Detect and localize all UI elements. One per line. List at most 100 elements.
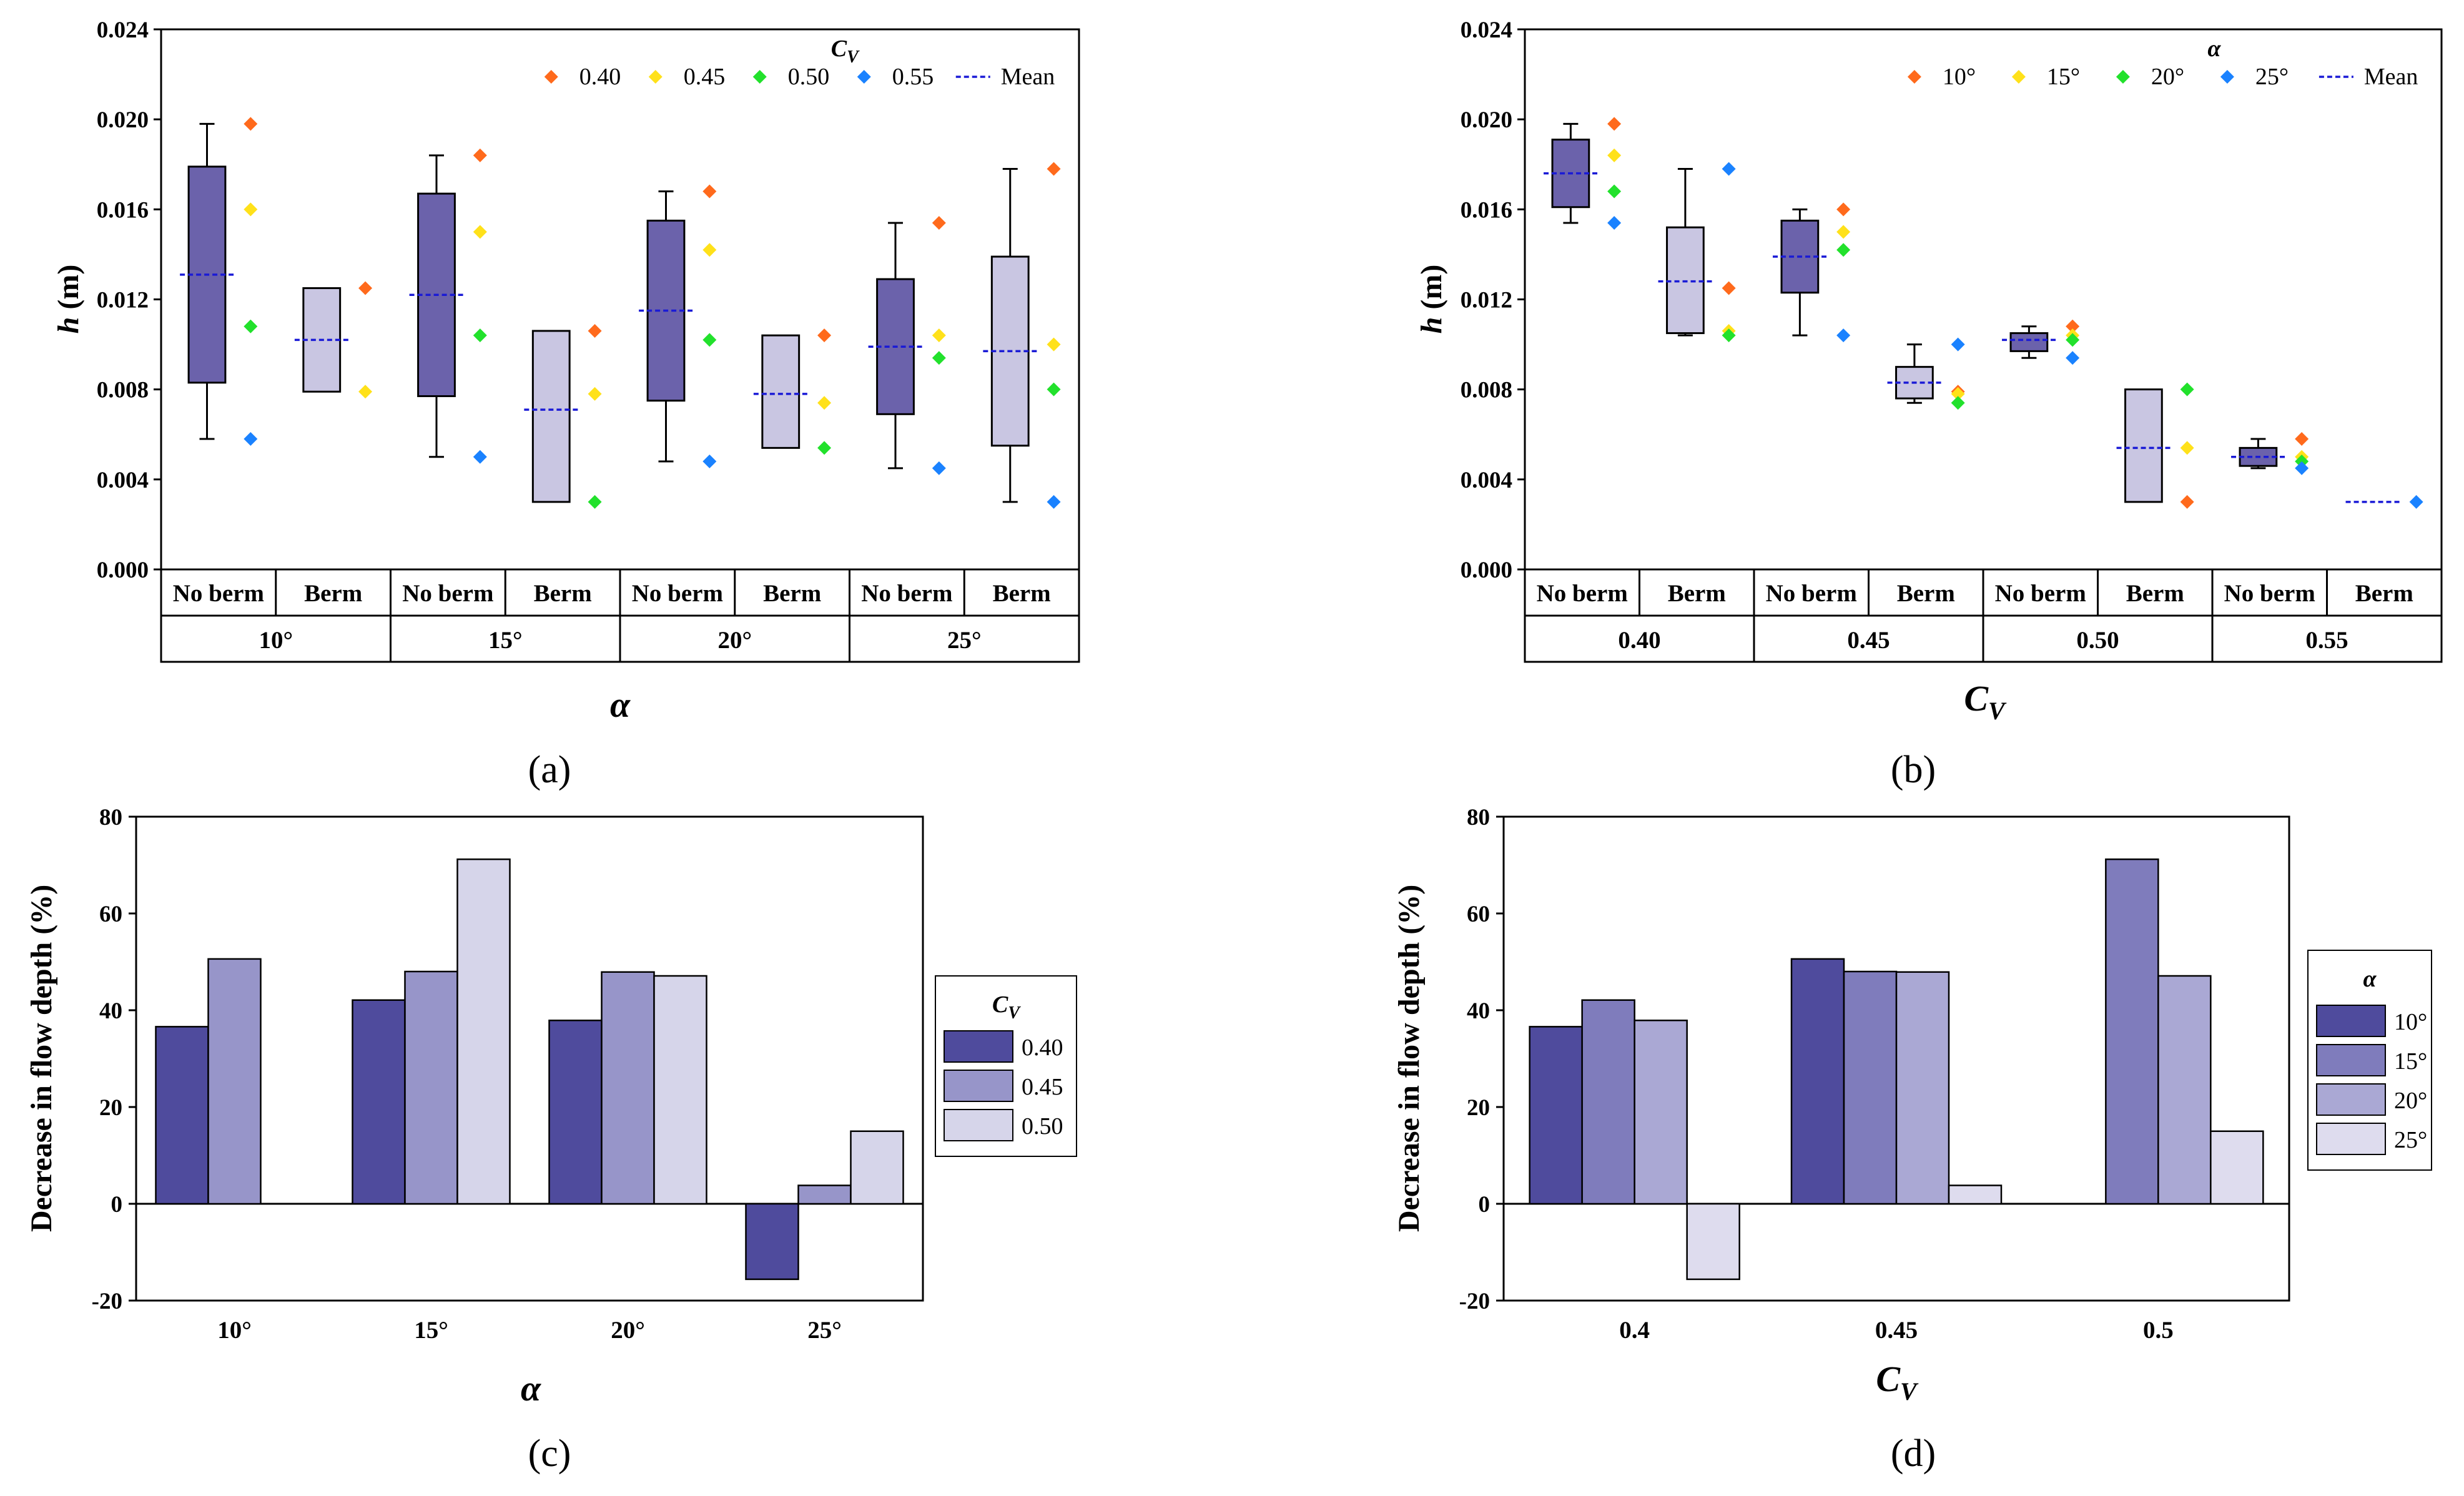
legend-title: CV (831, 36, 860, 67)
legend-label: 0.55 (892, 64, 934, 90)
subcategory-label: No berm (1766, 580, 1857, 607)
legend-label: 15° (2047, 64, 2080, 90)
legend-marker (2220, 70, 2234, 84)
x-tick-label: 15° (414, 1317, 448, 1344)
legend-marker (648, 70, 663, 84)
panel-b: 0.000 0.004 0.008 0.012 0.016 0.020 0.024 No b… (1415, 17, 2443, 791)
bar (548, 1020, 603, 1205)
y-tick-label: 0.016 (1461, 197, 1512, 223)
data-point (2066, 333, 2080, 347)
data-point (358, 385, 373, 399)
bar (1948, 1184, 2003, 1205)
legend-label: 10° (2394, 1009, 2427, 1035)
y-tick-label: -20 (1459, 1289, 1490, 1314)
group-label: 20° (717, 627, 752, 654)
y-tick-label: 0.024 (1461, 17, 1512, 43)
subcategory-label: Berm (534, 580, 592, 607)
data-point (702, 333, 717, 347)
bar (2210, 1130, 2264, 1205)
legend-label: 0.45 (684, 64, 726, 90)
y-tick-label: 40 (1467, 998, 1490, 1024)
data-point (2295, 461, 2309, 475)
legend-title: CV (992, 992, 1021, 1023)
data-point (1607, 215, 1622, 230)
bar (207, 958, 262, 1205)
x-tick-label: 20° (611, 1317, 645, 1344)
y-tick-label: -20 (92, 1289, 122, 1314)
data-point (702, 243, 717, 257)
group-label: 0.45 (1847, 627, 1890, 654)
data-point (1607, 117, 1622, 131)
box-iqr (761, 334, 801, 449)
data-point (244, 117, 258, 131)
x-tick-label: 10° (217, 1317, 252, 1344)
bar (352, 999, 406, 1205)
data-point (588, 495, 602, 509)
data-point (1047, 495, 1061, 509)
panel-c-plot-frame (135, 815, 924, 1302)
data-point (702, 455, 717, 468)
panel-b-caption: (b) (1891, 749, 1936, 791)
bar (155, 1026, 209, 1205)
data-point (2066, 351, 2080, 365)
data-point (932, 351, 946, 365)
legend-swatch (2316, 1123, 2386, 1155)
legend-swatch (944, 1030, 1013, 1063)
subcategory-label: No berm (1537, 580, 1628, 607)
panel-b-x-axis-label: CV (1964, 678, 2007, 725)
panel-c: -20 0 20 40 60 80 10° 15° 20° 25° CV0.40 0.45 0.50… (25, 805, 1077, 1475)
group-label: 0.50 (2076, 627, 2119, 654)
data-point (473, 148, 487, 162)
y-tick-label: 20 (99, 1095, 122, 1121)
bar (1581, 999, 1635, 1205)
legend-swatch (2316, 1083, 2386, 1116)
legend-label: 0.40 (579, 64, 621, 90)
legend-label: 0.50 (1022, 1113, 1063, 1139)
legend-marker (752, 70, 767, 84)
bar (653, 975, 707, 1205)
bar (1634, 1020, 1688, 1205)
y-tick-label: 0.000 (97, 558, 149, 583)
data-point (1722, 328, 1736, 343)
data-point (932, 328, 946, 343)
box-iqr (531, 330, 571, 503)
subcategory-label: No berm (173, 580, 264, 607)
panel-a-plot-frame (160, 28, 1080, 571)
legend-label: 0.45 (1022, 1074, 1063, 1100)
data-point (2295, 431, 2309, 446)
panel-d-y-axis-label: Decrease in flow depth (%) (1392, 885, 1426, 1232)
subcategory-label: No berm (1995, 580, 2086, 607)
legend-label: 25° (2255, 64, 2289, 90)
subcategory-label: Berm (993, 580, 1051, 607)
bar (1686, 1203, 1740, 1281)
data-point (932, 461, 946, 475)
data-point (1047, 382, 1061, 396)
legend-title: α (2363, 966, 2377, 992)
group-label: 0.40 (1618, 627, 1660, 654)
subcategory-label: Berm (2126, 580, 2184, 607)
panel-c-caption: (c) (528, 1432, 571, 1475)
panel-b-y-axis-label: h (m) (1415, 265, 1448, 334)
panel-b-plot-frame (1524, 28, 2443, 571)
data-point (1951, 396, 1965, 410)
group-label: 15° (488, 627, 523, 654)
bar (850, 1130, 904, 1205)
bar (2105, 858, 2159, 1205)
y-tick-label: 0.004 (97, 468, 149, 493)
y-tick-label: 40 (99, 998, 122, 1024)
group-label: 10° (259, 627, 293, 654)
legend-marker (857, 70, 871, 84)
subcategory-label: Berm (2355, 580, 2413, 607)
subcategory-label: No berm (402, 580, 493, 607)
legend-swatch (2316, 1044, 2386, 1076)
data-point (2180, 495, 2194, 509)
subcategory-label: No berm (632, 580, 723, 607)
data-point (473, 328, 487, 343)
subcategory-label: Berm (1668, 580, 1726, 607)
box-iqr (1666, 226, 1705, 335)
y-tick-label: 0 (1479, 1192, 1491, 1218)
data-point (244, 431, 258, 446)
subcategory-label: No berm (2224, 580, 2315, 607)
group-label: 25° (947, 627, 982, 654)
y-tick-label: 0 (111, 1192, 123, 1218)
